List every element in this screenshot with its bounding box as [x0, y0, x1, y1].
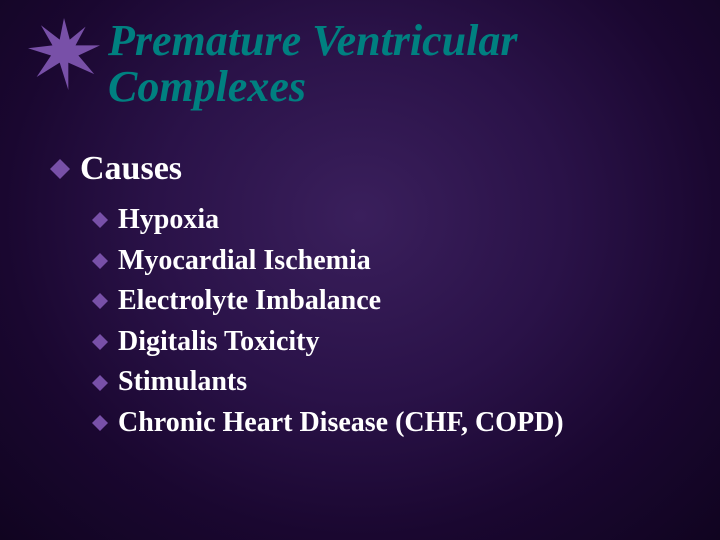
list-item: Electrolyte Imbalance — [92, 281, 690, 322]
diamond-bullet-icon — [50, 159, 70, 179]
diamond-bullet-icon — [92, 334, 108, 350]
diamond-bullet-icon — [92, 293, 108, 309]
list-item-label: Stimulants — [118, 362, 247, 403]
diamond-bullet-icon — [92, 253, 108, 269]
list-item-label: Electrolyte Imbalance — [118, 281, 381, 322]
diamond-bullet-icon — [92, 415, 108, 431]
list-item-label: Chronic Heart Disease (CHF, COPD) — [118, 403, 564, 444]
starburst-icon — [28, 18, 100, 90]
section-heading: Causes — [80, 150, 182, 188]
list-item: Hypoxia — [92, 200, 690, 241]
list-item: Stimulants — [92, 362, 690, 403]
slide-title: Premature Ventricular Complexes — [108, 18, 720, 110]
list-item-label: Myocardial Ischemia — [118, 241, 371, 282]
content-section: Causes Hypoxia Myocardial Ischemia Elect… — [50, 150, 690, 444]
list-item-label: Digitalis Toxicity — [118, 322, 319, 363]
diamond-bullet-icon — [92, 212, 108, 228]
diamond-bullet-icon — [92, 375, 108, 391]
list-item: Myocardial Ischemia — [92, 241, 690, 282]
list-item: Digitalis Toxicity — [92, 322, 690, 363]
section-heading-row: Causes — [50, 150, 690, 188]
title-block: Premature Ventricular Complexes — [28, 8, 720, 110]
list-item: Chronic Heart Disease (CHF, COPD) — [92, 403, 690, 444]
list-item-label: Hypoxia — [118, 200, 219, 241]
